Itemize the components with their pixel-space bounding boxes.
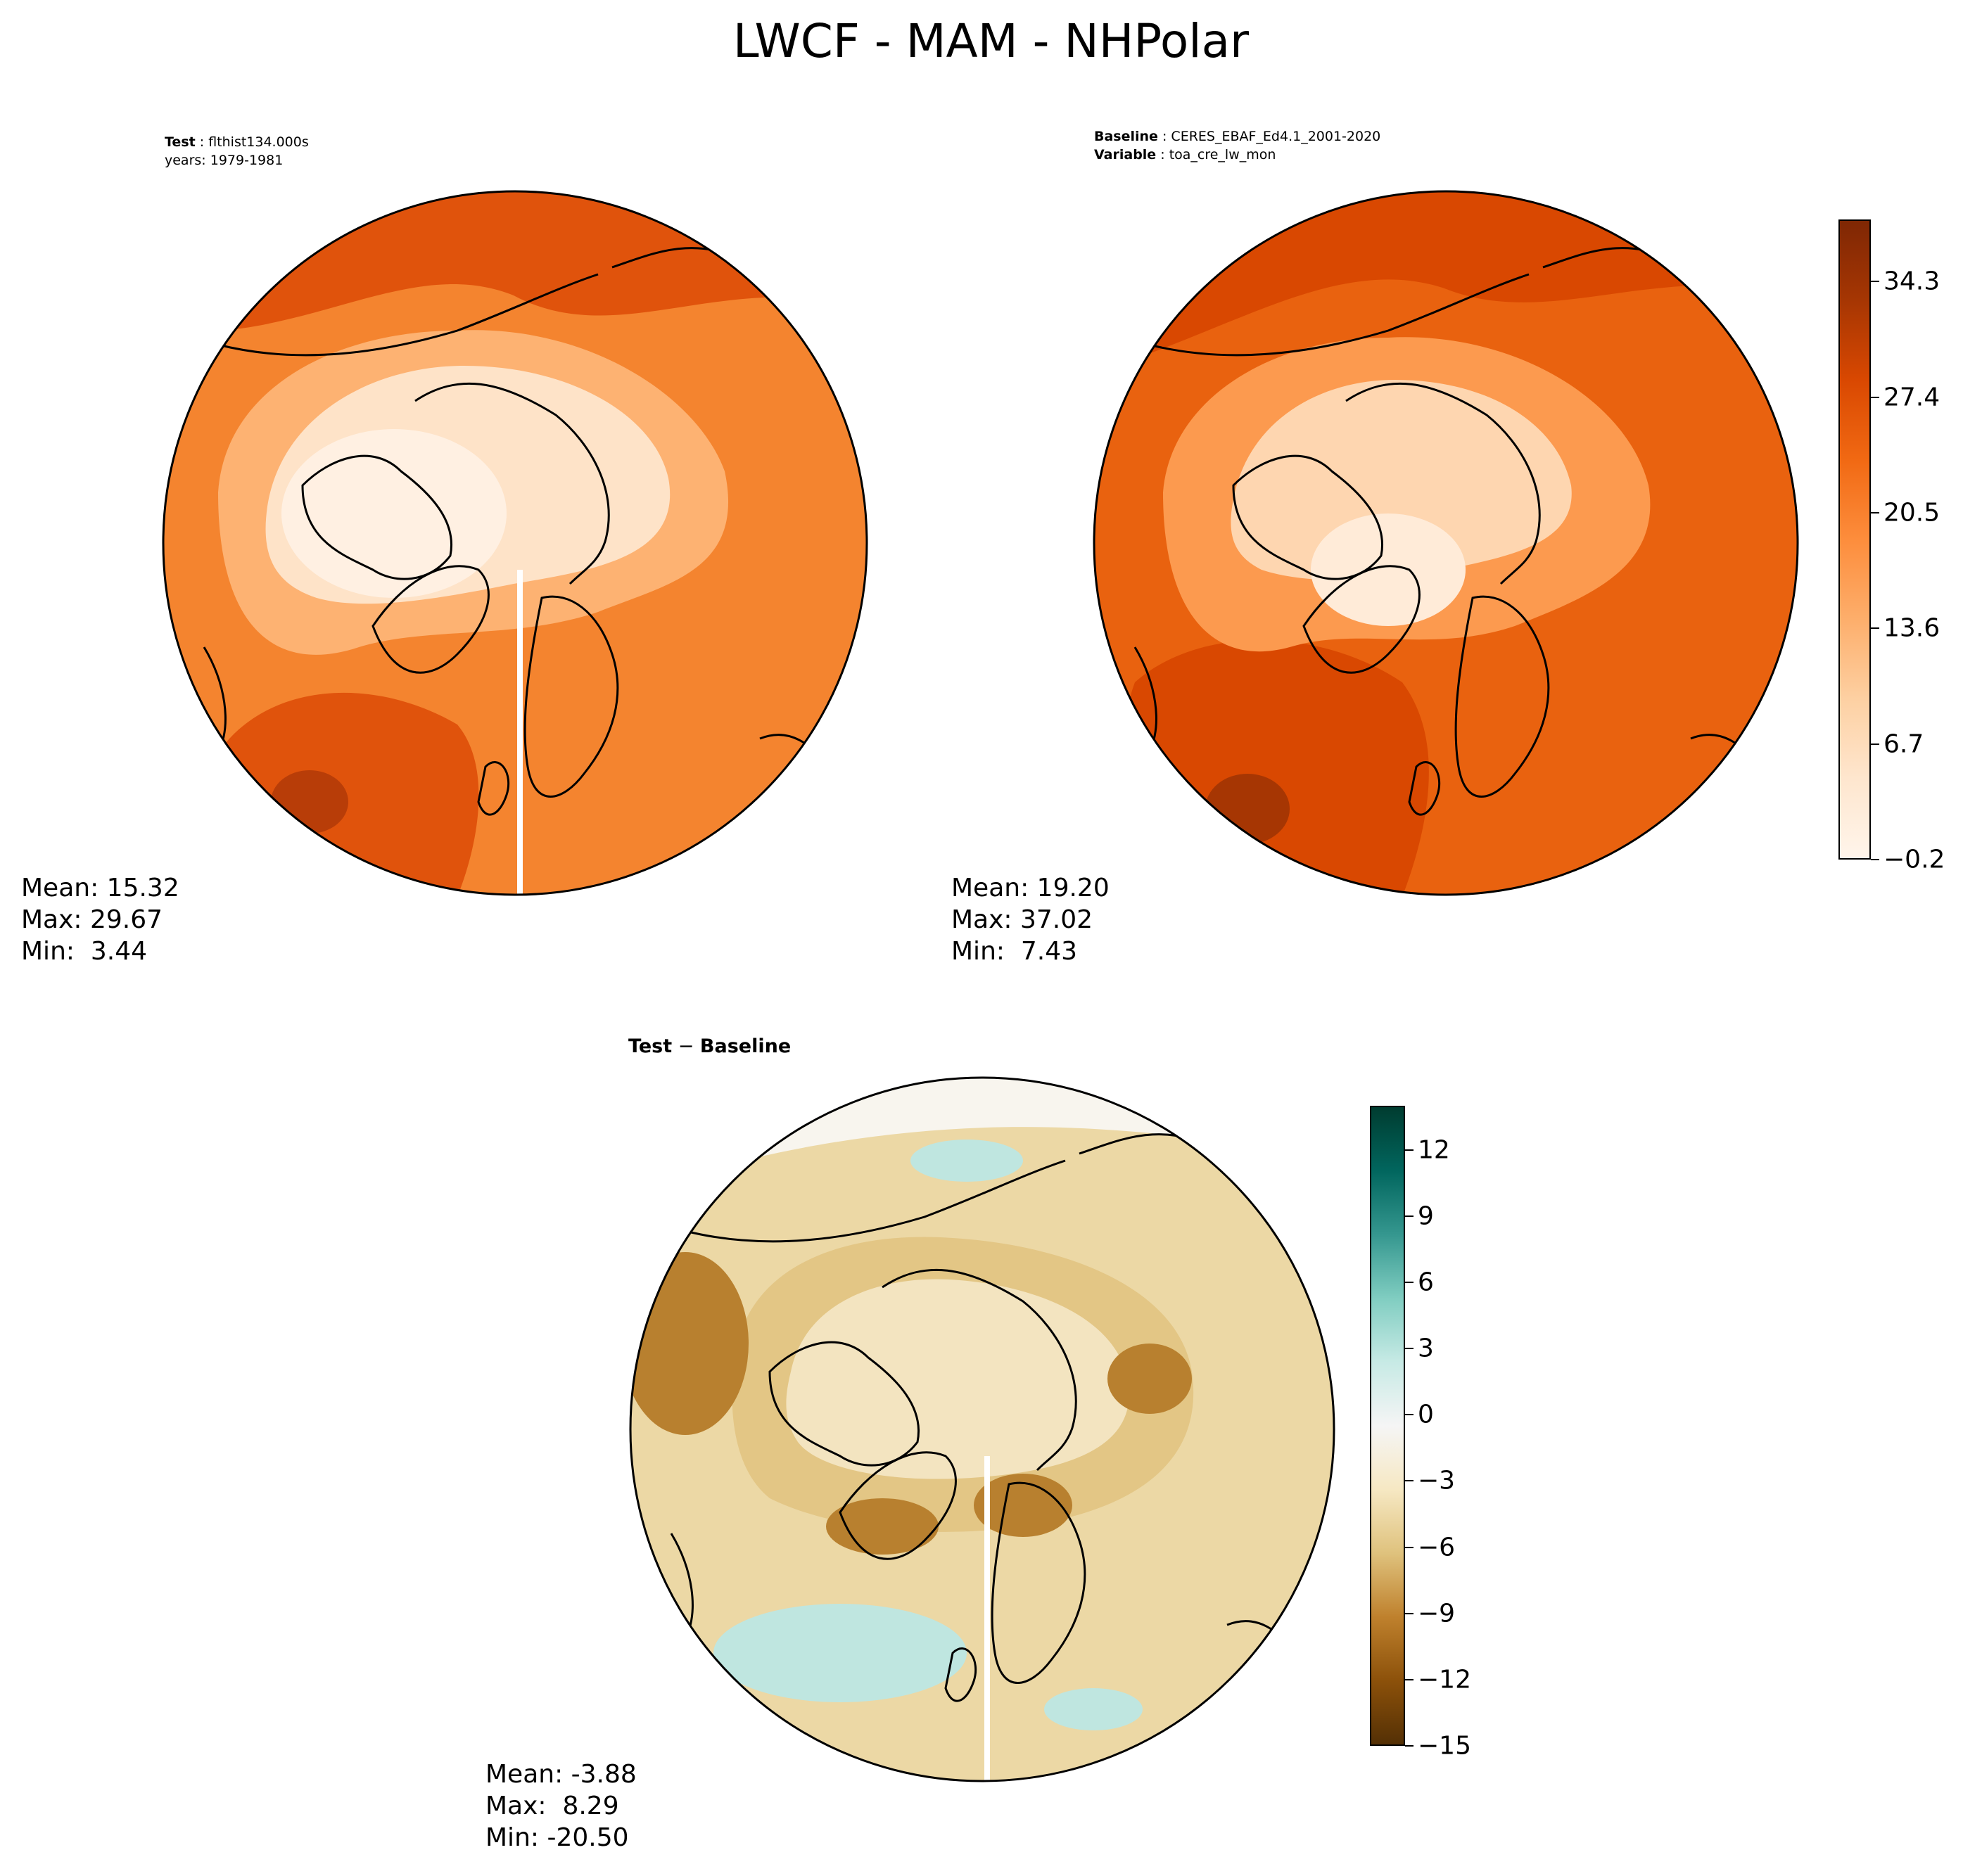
test-header-value: flthist134.000s xyxy=(208,134,309,150)
baseline-map xyxy=(1093,190,1799,896)
diff-colorbar-tick-label: 6 xyxy=(1418,1268,1434,1297)
diff-field-brown-center xyxy=(974,1474,1072,1537)
diff-colorbar-tick xyxy=(1405,1414,1414,1416)
diff-colorbar-tick xyxy=(1405,1678,1414,1680)
diff-field-brown-east xyxy=(1107,1344,1192,1414)
diff-field-inner xyxy=(786,1279,1129,1479)
test-stats: Mean: 15.32 Max: 29.67 Min: 3.44 xyxy=(21,872,179,967)
baseline-field-inner xyxy=(1231,380,1572,580)
diff-header-sep: − xyxy=(672,1035,700,1057)
test-map xyxy=(162,190,868,896)
baseline-field-hot-region xyxy=(1122,640,1429,895)
diff-header-test: Test xyxy=(628,1035,673,1057)
diff-colorbar-tick-label: −12 xyxy=(1418,1665,1471,1695)
diff-colorbar-tick-label: 3 xyxy=(1418,1334,1434,1363)
diff-header-baseline: Baseline xyxy=(699,1035,792,1057)
baseline-variable-value: toa_cre_lw_mon xyxy=(1169,147,1276,162)
main-colorbar-tick xyxy=(1871,511,1879,513)
diff-colorbar-tick xyxy=(1405,1282,1414,1284)
diff-colorbar-tick xyxy=(1405,1348,1414,1350)
diff-colorbar-tick-label: −3 xyxy=(1418,1466,1456,1495)
diff-mean: Mean: -3.88 xyxy=(485,1760,637,1789)
diff-colorbar xyxy=(1370,1106,1405,1746)
main-colorbar-tick-label: 27.4 xyxy=(1883,383,1940,411)
diff-colorbar-tick xyxy=(1405,1612,1414,1614)
baseline-header-value: CERES_EBAF_Ed4.1_2001-2020 xyxy=(1171,129,1381,144)
test-field-core xyxy=(281,429,507,598)
main-colorbar xyxy=(1838,219,1871,860)
main-colorbar-tick xyxy=(1871,743,1879,745)
test-header-key: Test xyxy=(165,134,196,150)
main-colorbar-tick xyxy=(1871,627,1879,630)
diff-data-gap xyxy=(984,1456,990,1781)
diff-min: Min: -20.50 xyxy=(485,1823,629,1852)
test-min: Min: 3.44 xyxy=(21,937,148,966)
main-colorbar-tick xyxy=(1871,281,1879,283)
diff-field-teal-east xyxy=(1044,1688,1143,1730)
diff-colorbar-tick xyxy=(1405,1480,1414,1482)
baseline-mean: Mean: 19.20 xyxy=(951,874,1110,902)
main-colorbar-tick-label: 13.6 xyxy=(1883,613,1940,643)
diff-header: Test − Baseline xyxy=(628,1035,791,1057)
baseline-header: Baseline : CERES_EBAF_Ed4.1_2001-2020 Va… xyxy=(1094,129,1381,162)
diff-colorbar-tick xyxy=(1405,1546,1414,1548)
test-years: years: 1979-1981 xyxy=(165,153,284,168)
figure-title: LWCF - MAM - NHPolar xyxy=(732,14,1250,68)
baseline-max: Max: 37.02 xyxy=(951,905,1093,934)
main-colorbar-tick xyxy=(1871,396,1879,398)
diff-colorbar-tick-label: 0 xyxy=(1418,1400,1434,1429)
diff-colorbar-tick-label: −15 xyxy=(1418,1731,1471,1761)
diff-colorbar-tick xyxy=(1405,1149,1414,1151)
test-mean: Mean: 15.32 xyxy=(21,874,179,902)
diff-field-teal-north xyxy=(910,1140,1023,1182)
diff-colorbar-tick-label: −9 xyxy=(1418,1599,1456,1628)
diff-colorbar-tick-label: 12 xyxy=(1418,1135,1450,1165)
diff-stats: Mean: -3.88 Max: 8.29 Min: -20.50 xyxy=(485,1759,637,1853)
diff-colorbar-tick-label: 9 xyxy=(1418,1201,1434,1231)
main-colorbar-tick-label: −0.2 xyxy=(1883,845,1945,874)
main-colorbar-tick-label: 34.3 xyxy=(1883,267,1940,296)
diff-field-teal-south xyxy=(713,1604,967,1702)
baseline-stats: Mean: 19.20 Max: 37.02 Min: 7.43 xyxy=(951,872,1110,967)
main-colorbar-tick-label: 6.7 xyxy=(1883,729,1924,759)
baseline-header-key: Baseline xyxy=(1094,129,1158,144)
diff-map-boundary xyxy=(629,1076,1335,1782)
baseline-variable-key: Variable xyxy=(1094,147,1157,162)
test-max: Max: 29.67 xyxy=(21,905,163,934)
diff-map xyxy=(629,1076,1335,1782)
test-map-boundary xyxy=(162,190,868,896)
main-colorbar-tick xyxy=(1871,859,1879,860)
diff-colorbar-tick xyxy=(1405,1215,1414,1217)
test-field-hottest-spot xyxy=(271,770,348,834)
test-data-gap xyxy=(517,570,523,895)
diff-max: Max: 8.29 xyxy=(485,1792,619,1820)
diff-colorbar-tick-label: −6 xyxy=(1418,1533,1456,1562)
baseline-min: Min: 7.43 xyxy=(951,937,1078,966)
diff-colorbar-tick xyxy=(1405,1745,1414,1747)
main-colorbar-tick-label: 20.5 xyxy=(1883,498,1940,528)
test-header: Test : flthist134.000s years: 1979-1981 xyxy=(165,134,309,168)
baseline-map-boundary xyxy=(1093,190,1799,896)
baseline-field-core xyxy=(1311,513,1466,626)
